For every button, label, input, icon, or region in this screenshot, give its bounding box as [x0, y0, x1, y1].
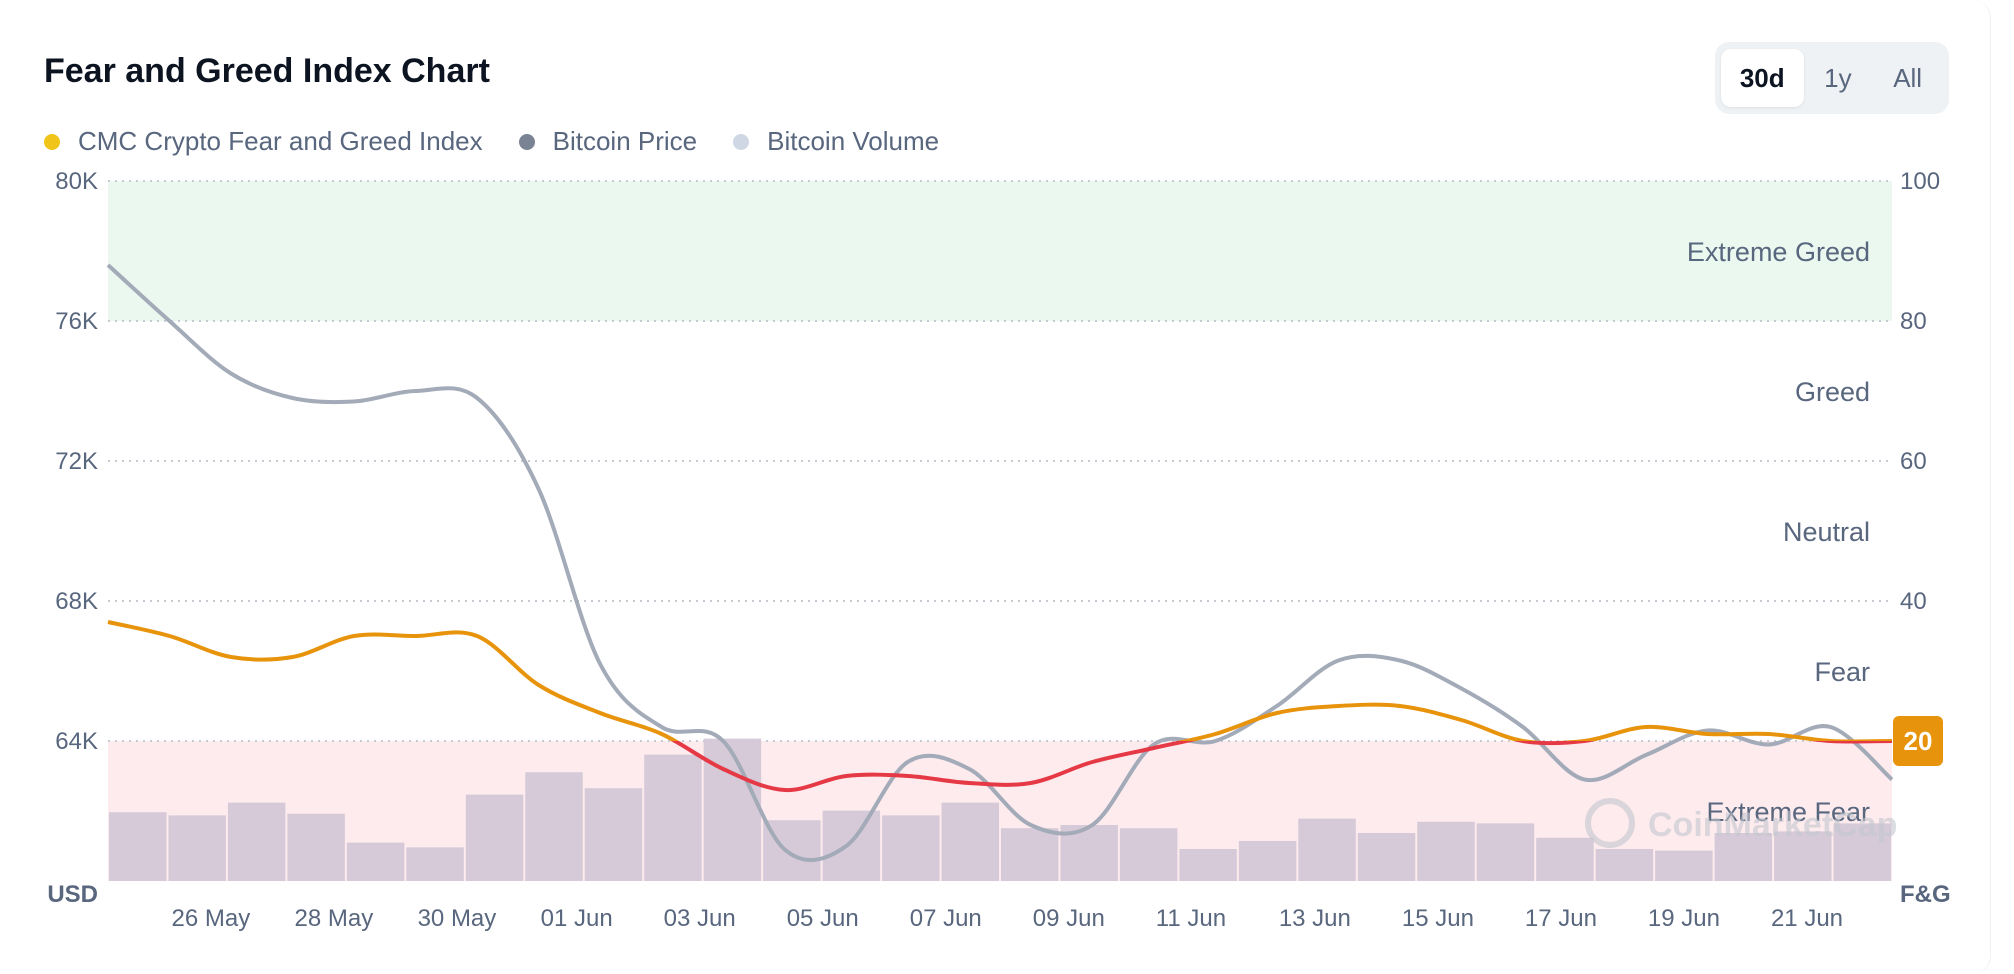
range-tabs: 30d 1y All: [1715, 42, 1949, 114]
right-axis-unit: F&G: [1900, 881, 1951, 908]
x-axis-tick-label: 17 Jun: [1525, 905, 1597, 932]
coinmarketcap-watermark: CoinMarketCap: [1585, 798, 1897, 848]
volume-bar: [1298, 818, 1356, 881]
zone-band: [108, 181, 1892, 321]
tab-all[interactable]: All: [1893, 62, 1923, 93]
legend-label: Bitcoin Volume: [767, 126, 940, 156]
zone-label: Neutral: [1783, 517, 1870, 547]
volume-bar: [1536, 837, 1594, 881]
left-axis-tick-label: 80K: [55, 168, 98, 195]
volume-bar: [1774, 831, 1832, 881]
volume-bar: [941, 802, 999, 881]
left-axis-unit: USD: [47, 881, 98, 908]
volume-bar: [1179, 849, 1237, 881]
volume-bar: [1476, 823, 1535, 881]
volume-bar: [287, 813, 345, 881]
x-axis-tick-label: 13 Jun: [1279, 905, 1351, 932]
right-axis-tick-label: 40: [1900, 588, 1927, 615]
fear-greed-line-extreme-fear: [670, 741, 1893, 793]
x-axis-tick-label: 19 Jun: [1648, 905, 1720, 932]
chart-legend: CMC Crypto Fear and Greed Index Bitcoin …: [44, 126, 975, 157]
x-axis-tick-label: 01 Jun: [541, 905, 613, 932]
zone-label: Fear: [1814, 657, 1870, 687]
right-axis-tick-label: 100: [1900, 168, 1940, 195]
x-axis-tick-label: 07 Jun: [910, 905, 982, 932]
right-axis-tick-label: 60: [1900, 448, 1927, 475]
coinmarketcap-logo-icon: [1585, 798, 1635, 848]
volume-bar: [644, 754, 702, 881]
volume-bar: [109, 812, 167, 881]
zone-label: Extreme Fear: [1706, 797, 1870, 827]
volume-bar: [1238, 841, 1297, 881]
bitcoin-price-line: [106, 263, 1894, 863]
volume-bar: [406, 847, 464, 881]
x-axis-tick-label: 09 Jun: [1033, 905, 1105, 932]
right-axis-tick-label: 80: [1900, 308, 1927, 335]
volume-bar: [822, 810, 881, 881]
x-axis-tick-label: 15 Jun: [1402, 905, 1474, 932]
current-value-badge: [1893, 716, 1943, 766]
legend-bitcoin-volume[interactable]: Bitcoin Volume: [733, 126, 939, 157]
volume-bar: [168, 815, 226, 881]
legend-bitcoin-price[interactable]: Bitcoin Price: [518, 126, 698, 157]
volume-bar: [1833, 823, 1891, 881]
left-axis-tick-label: 72K: [55, 448, 98, 475]
x-axis-tick-label: 28 May: [295, 905, 374, 932]
legend-fear-greed[interactable]: CMC Crypto Fear and Greed Index: [44, 126, 483, 157]
tab-30d[interactable]: 30d: [1721, 49, 1804, 107]
legend-dot-icon: [733, 133, 750, 150]
zone-label: Greed: [1795, 377, 1870, 407]
fear-greed-line: [107, 620, 1892, 741]
zone-label: Extreme Greed: [1687, 237, 1870, 267]
x-axis-tick-label: 21 Jun: [1771, 905, 1843, 932]
volume-bar: [1357, 833, 1416, 881]
volume-bar: [703, 738, 762, 881]
volume-bar: [465, 794, 524, 881]
legend-dot-icon: [44, 133, 60, 150]
volume-bar: [227, 802, 286, 881]
volume-bar: [346, 842, 405, 881]
volume-bar: [1714, 833, 1773, 881]
legend-label: Bitcoin Price: [552, 126, 698, 156]
volume-bar: [1595, 849, 1654, 881]
left-axis-tick-label: 68K: [55, 588, 98, 615]
volume-bar: [1417, 821, 1475, 881]
volume-bar: [1001, 828, 1059, 881]
x-axis-tick-label: 11 Jun: [1156, 905, 1226, 932]
left-axis-tick-label: 76K: [55, 308, 98, 335]
x-axis-tick-label: 26 May: [172, 905, 251, 932]
x-axis-tick-label: 05 Jun: [787, 905, 859, 932]
volume-bar: [1119, 828, 1178, 881]
watermark-text: CoinMarketCap: [1648, 806, 1897, 844]
legend-dot-icon: [518, 133, 535, 150]
volume-bar: [525, 772, 583, 881]
left-axis-tick-label: 64K: [55, 728, 98, 755]
volume-bar: [1655, 850, 1713, 881]
tab-1y[interactable]: 1y: [1824, 62, 1852, 93]
volume-bar: [584, 788, 643, 881]
x-axis-tick-label: 30 May: [418, 905, 497, 932]
chart-title: Fear and Greed Index Chart: [44, 52, 490, 90]
current-value-label: 20: [1904, 726, 1933, 756]
x-axis-tick-label: 03 Jun: [664, 905, 736, 932]
legend-label: CMC Crypto Fear and Greed Index: [78, 126, 483, 156]
volume-bar: [882, 815, 940, 881]
